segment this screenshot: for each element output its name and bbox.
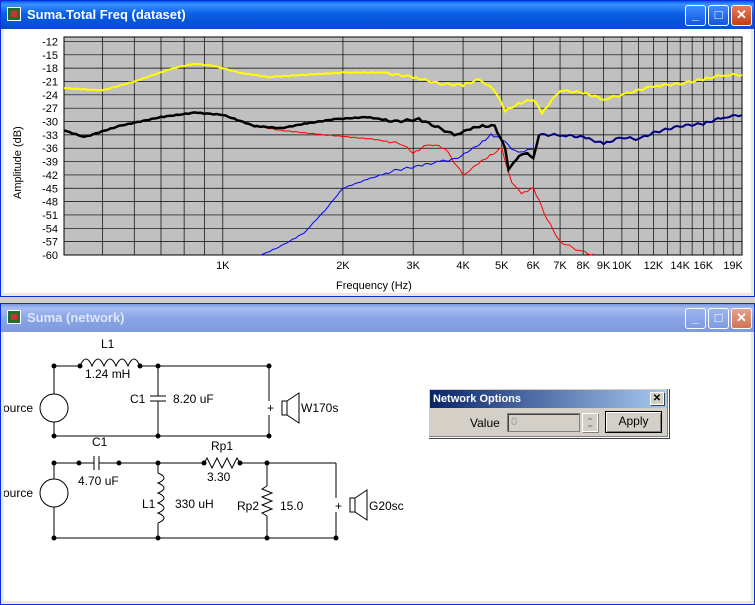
dialog-title: Network Options [433, 393, 522, 405]
frequency-response-chart: -12-15-18-21-24-27-30-33-36-39-42-45-48-… [12, 36, 744, 292]
maximize-button[interactable]: □ [708, 5, 729, 26]
x-tick-labels: 1K 2K 3K 4K 5K 6K 7K 8K 9K 10K 12K 14K 16K 19K [216, 260, 743, 272]
y-tick-label: -12 [42, 36, 58, 48]
y-tick-label: -30 [42, 117, 58, 129]
network-canvas[interactable]: ource L1 1.24 mH C1 8.20 uF + W170s ourc… [4, 332, 751, 601]
capacitor-value: 4.70 uF [78, 474, 119, 488]
value-spinner[interactable] [582, 413, 598, 432]
resistor1-name: Rp1 [211, 439, 233, 453]
y-tick-label: -24 [42, 90, 58, 102]
y-tick-label: -51 [42, 210, 58, 222]
y-tick-label: -33 [42, 130, 58, 142]
window-title: Suma.Total Freq (dataset) [27, 7, 186, 22]
inductor-value: 1.24 mH [85, 367, 130, 381]
chart-grid [63, 36, 743, 256]
chart-series [63, 62, 743, 256]
circuit-diagram: ource L1 1.24 mH C1 8.20 uF + W170s ourc… [4, 337, 404, 541]
resistor1-value: 3.30 [207, 470, 231, 484]
source-icon[interactable] [39, 478, 69, 508]
x-tick-label: 8K [576, 260, 590, 272]
dialog-close-button[interactable]: ✕ [650, 392, 664, 405]
value-label: Value [470, 416, 500, 430]
x-tick-label: 19K [723, 260, 743, 272]
y-tick-label: -15 [42, 50, 58, 62]
inductor-icon[interactable] [156, 472, 165, 524]
driver-name: G20sc [369, 499, 404, 513]
x-tick-label: 3K [406, 260, 420, 272]
x-axis-label: Frequency (Hz) [336, 280, 412, 292]
value-field[interactable]: 0 [507, 413, 580, 432]
dataset-window: Suma.Total Freq (dataset) _ □ ✕ -12 -15 -1… [0, 0, 755, 297]
series-line [538, 113, 743, 146]
x-tick-label: 1K [216, 260, 230, 272]
x-tick-label: 9K [597, 260, 611, 272]
capacitor-value: 8.20 uF [173, 392, 214, 406]
capacitor-name: C1 [92, 435, 108, 449]
network-window: Suma (network) _ □ ✕ [0, 303, 755, 605]
x-tick-label: 6K [527, 260, 541, 272]
x-tick-label: 2K [336, 260, 350, 272]
resistor-icon[interactable] [260, 485, 274, 517]
resistor2-name: Rp2 [237, 499, 259, 513]
minimize-button[interactable]: _ [685, 5, 706, 26]
resistor-icon[interactable] [203, 456, 241, 470]
dataset-window-titlebar[interactable]: Suma.Total Freq (dataset) _ □ ✕ [1, 1, 754, 29]
y-tick-label: -42 [42, 170, 58, 182]
y-tick-label: -36 [42, 143, 58, 155]
apply-button[interactable]: Apply [605, 411, 662, 433]
inductor-icon[interactable] [79, 358, 141, 368]
y-tick-label: -27 [42, 103, 58, 115]
series-line [63, 62, 743, 116]
y-tick-labels: -12-15-18-21-24-27-30-33-36-39-42-45-48-… [42, 36, 58, 262]
speaker-icon[interactable] [281, 400, 288, 416]
driver-name: W170s [301, 401, 338, 415]
x-tick-label: 16K [694, 260, 714, 272]
close-button[interactable]: ✕ [731, 5, 752, 26]
series-line [63, 111, 541, 173]
source-label: ource [4, 486, 33, 500]
minimize-button[interactable]: _ [685, 308, 706, 329]
x-tick-label: 10K [612, 260, 632, 272]
y-tick-label: -21 [42, 76, 58, 88]
network-window-titlebar[interactable]: Suma (network) _ □ ✕ [1, 304, 754, 332]
source-label: ource [4, 401, 33, 415]
network-options-dialog: Network Options ✕ Value 0 Apply [428, 388, 669, 438]
y-tick-label: -48 [42, 197, 58, 209]
y-tick-label: -18 [42, 63, 58, 75]
inductor-name: L1 [101, 337, 115, 351]
series-line [261, 133, 534, 256]
y-tick-label: -39 [42, 157, 58, 169]
x-tick-label: 5K [495, 260, 509, 272]
source-icon[interactable] [39, 393, 69, 423]
inductor-name: L1 [142, 497, 156, 511]
y-tick-label: -45 [42, 183, 58, 195]
inductor-value: 330 uH [175, 497, 214, 511]
window-title: Suma (network) [27, 310, 125, 325]
app-icon [7, 7, 21, 21]
close-button[interactable]: ✕ [731, 308, 752, 329]
x-tick-label: 7K [553, 260, 567, 272]
dialog-titlebar[interactable]: Network Options ✕ [430, 390, 667, 408]
y-axis-label: Amplitude (dB) [12, 126, 24, 199]
x-tick-label: 4K [456, 260, 470, 272]
app-icon [7, 310, 21, 324]
capacitor-name: C1 [130, 392, 146, 406]
y-tick-label: -54 [42, 223, 58, 235]
y-tick-label: -60 [42, 250, 58, 262]
y-tick-label: -57 [42, 237, 58, 249]
speaker-icon[interactable] [349, 497, 356, 513]
x-tick-label: 12K [644, 260, 664, 272]
resistor2-value: 15.0 [280, 499, 304, 513]
driver-plus: + [267, 401, 274, 415]
plot-background [63, 36, 743, 256]
driver-plus: + [335, 499, 342, 513]
x-tick-label: 14K [670, 260, 690, 272]
maximize-button[interactable]: □ [708, 308, 729, 329]
chart-client-area: -12 -15 -18 -21 -24 -27 -30 -33 -36 -39 -42 -45 -48-… [4, 29, 751, 293]
